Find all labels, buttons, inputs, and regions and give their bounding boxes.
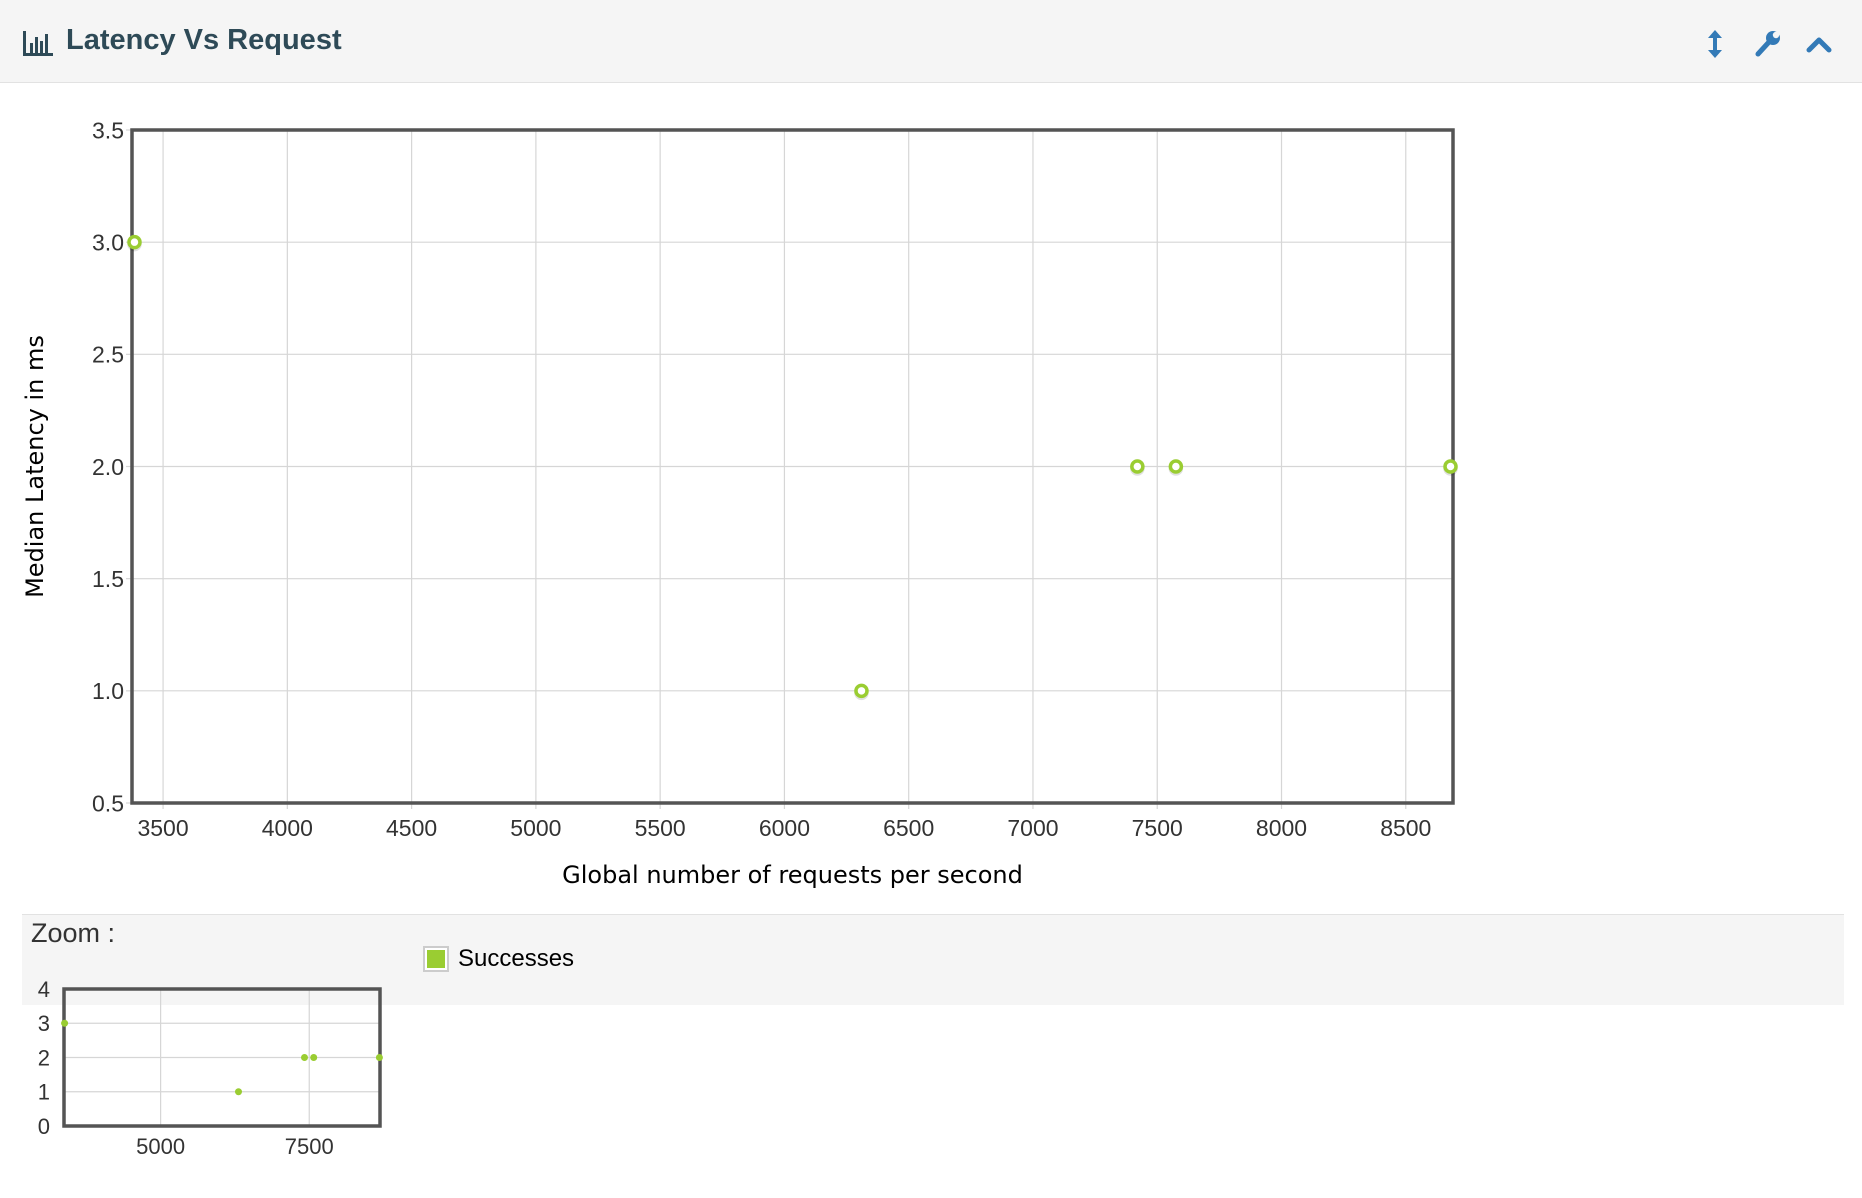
x-tick-label: 3500 bbox=[137, 815, 188, 841]
data-point bbox=[375, 1054, 383, 1061]
y-tick-label: 2.5 bbox=[92, 342, 124, 368]
x-axis-title: Global number of requests per second bbox=[562, 861, 1023, 889]
data-point bbox=[1130, 459, 1145, 474]
chevron-up-icon[interactable] bbox=[1801, 26, 1837, 62]
data-point bbox=[300, 1054, 308, 1061]
x-tick-label: 5000 bbox=[136, 1134, 185, 1159]
y-tick-label: 3 bbox=[38, 1011, 50, 1036]
x-tick-label: 5500 bbox=[635, 815, 686, 841]
data-point bbox=[61, 1019, 69, 1027]
data-point bbox=[1168, 459, 1184, 474]
x-tick-label: 6500 bbox=[883, 815, 934, 841]
x-tick-label: 6000 bbox=[759, 815, 810, 841]
legend-swatch bbox=[423, 946, 449, 972]
x-tick-label: 8500 bbox=[1380, 815, 1431, 841]
legend-item-successes[interactable]: Successes bbox=[423, 944, 574, 974]
x-tick-label: 8000 bbox=[1256, 815, 1307, 841]
legend-color bbox=[427, 950, 445, 968]
y-tick-label: 3.0 bbox=[92, 229, 124, 255]
x-tick-label: 7000 bbox=[1007, 815, 1058, 841]
y-axis-title: Median Latency in ms bbox=[21, 335, 49, 598]
zoom-label: Zoom : bbox=[31, 918, 116, 948]
x-tick-label: 7500 bbox=[1132, 815, 1183, 841]
data-point bbox=[234, 1088, 242, 1096]
zoom-chart[interactable]: 5000 7500 0 1 2 3 4 bbox=[0, 975, 420, 1175]
y-tick-label: 2 bbox=[38, 1045, 50, 1070]
y-tick-label: 2.0 bbox=[92, 454, 124, 480]
data-point bbox=[310, 1054, 318, 1061]
x-tick-label: 7500 bbox=[285, 1134, 334, 1159]
panel-title: Latency Vs Request bbox=[66, 24, 342, 56]
x-tick-label: 4000 bbox=[262, 815, 313, 841]
x-tick-label: 5000 bbox=[510, 815, 561, 841]
y-tick-label: 1 bbox=[38, 1080, 50, 1105]
y-tick-label: 1.0 bbox=[92, 678, 124, 704]
bar-chart-icon bbox=[22, 31, 54, 62]
main-chart: 3500 4000 4500 5000 5500 6000 6500 7000 7500 8000… bbox=[21, 117, 1458, 889]
y-tick-label: 4 bbox=[38, 977, 50, 1002]
wrench-icon[interactable] bbox=[1749, 26, 1785, 62]
panel-header: Latency Vs Request bbox=[0, 0, 1862, 83]
y-tick-label: 3.5 bbox=[92, 117, 124, 143]
legend-label: Successes bbox=[458, 945, 575, 972]
data-point bbox=[127, 234, 142, 250]
data-point bbox=[1443, 459, 1458, 474]
y-tick-label: 0 bbox=[38, 1114, 50, 1139]
vertical-arrows-icon[interactable] bbox=[1697, 26, 1733, 62]
y-tick-label: 1.5 bbox=[92, 566, 124, 592]
y-tick-label: 0.5 bbox=[92, 790, 124, 816]
data-point bbox=[854, 683, 869, 699]
x-tick-label: 4500 bbox=[386, 815, 437, 841]
